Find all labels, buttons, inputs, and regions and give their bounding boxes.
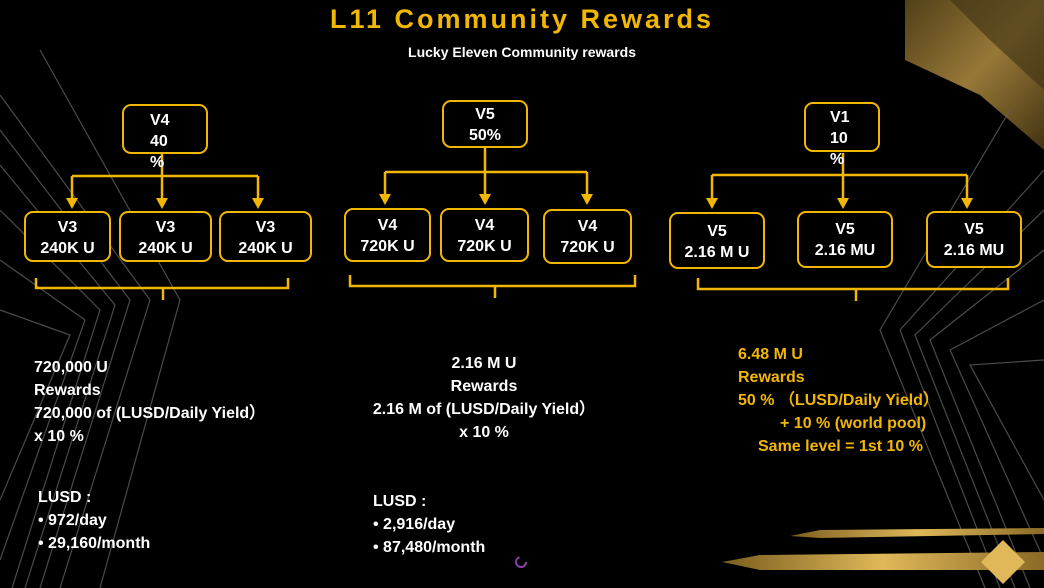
group2-child-box-3: V4 720K U xyxy=(543,209,632,264)
group3-child-box-3: V5 2.16 MU xyxy=(926,211,1022,268)
box-level: V5 xyxy=(964,221,984,238)
summary-line: x 10 % xyxy=(459,424,509,441)
group1-lusd: LUSD : • 972/day • 29,160/month xyxy=(38,486,150,555)
group1-connectors xyxy=(34,154,290,300)
gold-ornament-bars xyxy=(722,528,1044,584)
box-level: V5 xyxy=(707,223,727,240)
box-amount: 720K U xyxy=(560,239,615,256)
page-title: L11 Community Rewards xyxy=(329,4,715,34)
summary-line: Same level = 1st 10 % xyxy=(758,438,923,455)
lusd-label: LUSD : xyxy=(373,493,427,510)
group3-summary: 6.48 M U Rewards 50 % （LUSD/Daily Yield）… xyxy=(738,343,939,458)
group3-connectors xyxy=(696,153,1010,301)
box-level: V5 xyxy=(475,106,495,123)
box-amount: 2.16 MU xyxy=(814,242,876,259)
summary-line: 2.16 M of (LUSD/Daily Yield） xyxy=(372,401,596,418)
box-level: V3 xyxy=(255,219,276,236)
group1-top-box: V4 40 % xyxy=(122,104,208,171)
group1-child-box-2: V3 240K U xyxy=(119,211,212,262)
box-level: V5 xyxy=(835,221,855,238)
lusd-daily: • 972/day xyxy=(38,512,107,529)
summary-line: 50 % （LUSD/Daily Yield） xyxy=(738,392,939,409)
group3-child-box-2: V5 2.16 MU xyxy=(797,211,893,268)
summary-line: Rewards xyxy=(738,369,805,386)
summary-line: 720,000 of (LUSD/Daily Yield） xyxy=(34,405,266,422)
box-level: V4 xyxy=(577,218,598,235)
box-percent: 40 xyxy=(150,133,168,150)
lusd-label: LUSD : xyxy=(38,489,92,506)
loading-spinner-icon xyxy=(515,556,527,568)
summary-line: Rewards xyxy=(450,378,518,395)
box-amount: 2.16 M U xyxy=(684,244,750,261)
box-percent-sign: % xyxy=(830,151,845,168)
group2-connectors xyxy=(348,148,637,298)
box-amount: 720K U xyxy=(457,238,512,255)
summary-line: + 10 % (world pool) xyxy=(780,415,927,432)
box-amount: 240K U xyxy=(238,240,293,257)
summary-line: 6.48 M U xyxy=(738,346,803,363)
box-amount: 240K U xyxy=(138,240,193,257)
summary-line: 2.16 M U xyxy=(451,355,517,372)
box-percent: 10 xyxy=(830,130,848,147)
group2-child-box-1: V4 720K U xyxy=(344,208,431,262)
group1-child-box-1: V3 240K U xyxy=(24,211,111,262)
summary-line: x 10 % xyxy=(34,428,84,445)
summary-line: Rewards xyxy=(34,382,101,399)
group2-child-box-2: V4 720K U xyxy=(440,208,529,262)
lusd-daily: • 2,916/day xyxy=(373,516,456,533)
group3-top-box: V1 10 % xyxy=(804,102,880,168)
box-level: V4 xyxy=(377,217,398,234)
box-level: V1 xyxy=(830,109,850,126)
left-line-fan xyxy=(0,49,181,588)
summary-line: 720,000 U xyxy=(34,359,108,376)
group1-child-box-3: V3 240K U xyxy=(219,211,312,262)
box-amount: 2.16 MU xyxy=(943,242,1005,259)
page-subtitle: Lucky Eleven Community rewards xyxy=(408,44,636,60)
group2-summary: 2.16 M U Rewards 2.16 M of (LUSD/Daily Y… xyxy=(344,352,624,444)
lusd-monthly: • 87,480/month xyxy=(373,539,486,556)
group1-summary: 720,000 U Rewards 720,000 of (LUSD/Daily… xyxy=(34,356,265,448)
box-percent-sign: % xyxy=(150,154,165,171)
box-amount: 240K U xyxy=(40,240,95,257)
lusd-monthly: • 29,160/month xyxy=(38,535,151,552)
box-level: V4 xyxy=(474,217,495,234)
group2-top-box: V5 50% xyxy=(442,100,528,148)
box-level: V3 xyxy=(57,219,78,236)
box-percent: 50% xyxy=(468,127,502,144)
box-level: V3 xyxy=(155,219,176,236)
group3-child-box-1: V5 2.16 M U xyxy=(669,212,765,269)
box-level: V4 xyxy=(150,112,170,129)
group2-lusd: LUSD : • 2,916/day • 87,480/month xyxy=(373,490,485,559)
box-amount: 720K U xyxy=(360,238,415,255)
gold-panel-shade xyxy=(950,0,1044,90)
